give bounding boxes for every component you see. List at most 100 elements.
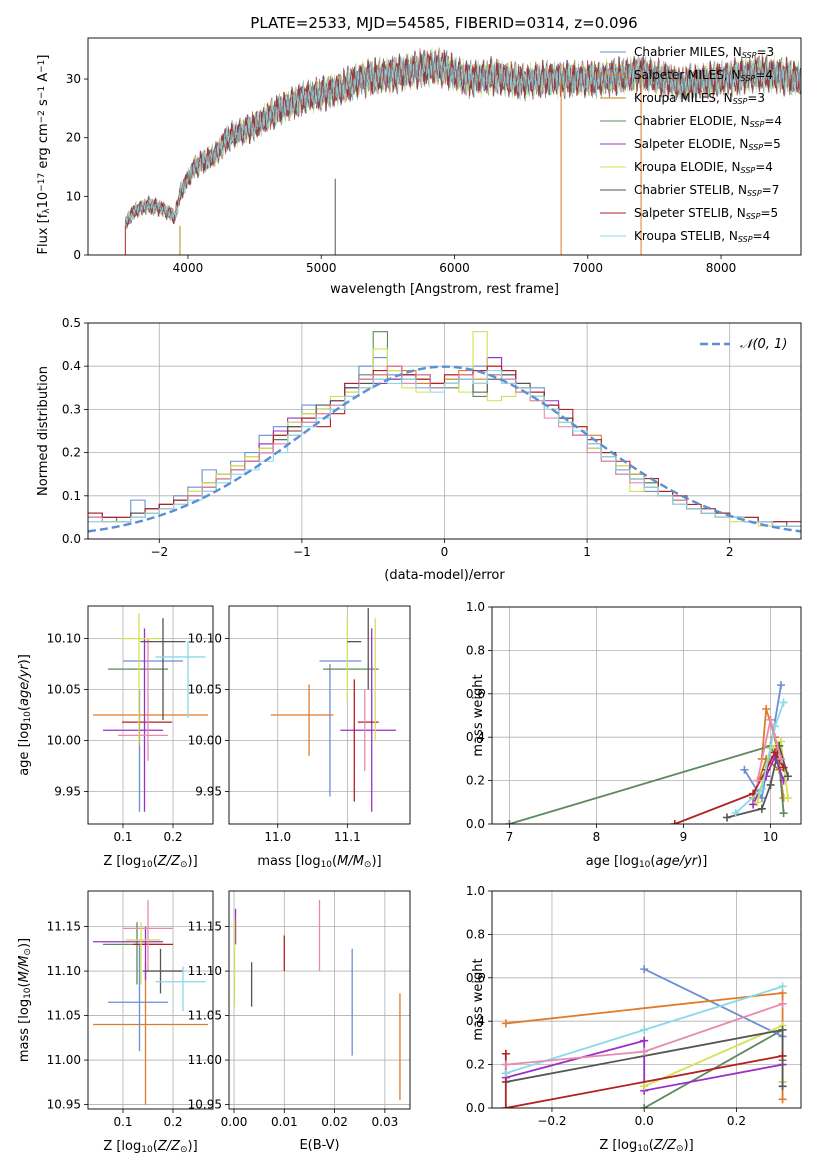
massweight-marker xyxy=(778,1051,787,1060)
x-tick-label: 10 xyxy=(763,830,778,844)
massweight-marker xyxy=(640,1104,649,1108)
massweight-marker xyxy=(779,763,788,772)
massweight-marker xyxy=(783,772,792,781)
x-tick-label: 11.0 xyxy=(264,830,291,844)
y-axis-label: age [log10(age/yr)] xyxy=(17,654,33,776)
plot-area xyxy=(233,899,401,1101)
y-tick-label: 1.0 xyxy=(466,884,485,898)
figure-title: PLATE=2533, MJD=54585, FIBERID=0314, z=0… xyxy=(250,14,637,32)
y-tick-label: 10.10 xyxy=(188,632,222,646)
legend-label: Kroupa MILES, NSSP=3 xyxy=(634,91,765,106)
y-tick-label: 0.4 xyxy=(62,359,81,373)
massweight-marker xyxy=(757,804,766,813)
y-tick-label: 0.3 xyxy=(62,402,81,416)
axes-frame xyxy=(228,890,411,1110)
plot-area xyxy=(88,331,801,533)
x-tick-label: 7000 xyxy=(572,261,603,275)
y-tick-label: 0.2 xyxy=(62,446,81,460)
age-vs-metallicity-panel: 0.1 0.2 9.95 10.00 10.05 10.10 Z [log10(Z/Z⊙)]… xyxy=(17,605,214,870)
x-tick-label: 0.2 xyxy=(163,1115,182,1129)
histogram-step xyxy=(88,369,801,527)
y-tick-label: 0.6 xyxy=(466,687,485,701)
massweight-marker xyxy=(776,754,785,763)
massweight-marker xyxy=(757,785,766,794)
axes-frame xyxy=(491,890,802,1109)
mass-vs-ebv-panel: 0.00 0.01 0.02 0.03 10.95 11.00 11.05 11.10 11.1… xyxy=(188,890,411,1153)
y-tick-label: 9.95 xyxy=(54,784,81,798)
age-vs-mass-panel: 11.0 11.1 9.95 10.00 10.05 10.10 mass [log10(M… xyxy=(188,605,411,870)
x-tick-label: 0.1 xyxy=(113,830,132,844)
x-tick-label: 0.00 xyxy=(221,1115,248,1129)
y-tick-label: 30 xyxy=(66,72,81,86)
y-axis-label: Normed distribution xyxy=(36,366,51,496)
x-tick-label: 0.01 xyxy=(271,1115,298,1129)
residuals-panel: −2 −1 0 1 2 0.0 0.1 0.2 0.3 0.4 0.5 𝒩(0, 1) (data-mo… xyxy=(36,316,802,583)
legend-label: Kroupa ELODIE, NSSP=4 xyxy=(634,160,773,175)
massweight-marker xyxy=(778,1082,787,1091)
x-tick-label: 4000 xyxy=(173,261,204,275)
massweight-marker xyxy=(501,1060,510,1069)
y-tick-label: 10.95 xyxy=(188,1098,222,1112)
x-axis-label: Z [log10(Z/Z⊙)] xyxy=(103,854,197,870)
massweight-series-line xyxy=(505,1039,783,1092)
axes-frame xyxy=(87,890,214,1110)
massweight-marker xyxy=(740,765,749,774)
axes-frame xyxy=(87,37,802,256)
massweight-marker xyxy=(501,1069,510,1078)
y-tick-label: 10 xyxy=(66,189,81,203)
x-tick-label: 0.03 xyxy=(372,1115,399,1129)
massweight-vs-age-panel: 7 8 9 10 0.0 0.2 0.4 0.6 0.8 1.0 age [log10(age/yr… xyxy=(466,600,802,870)
y-tick-label: 10.95 xyxy=(47,1098,81,1112)
massweight-marker xyxy=(505,820,514,824)
normal-curve xyxy=(88,365,801,533)
y-tick-label: 0.0 xyxy=(466,1101,485,1115)
massweight-marker xyxy=(640,965,649,974)
y-tick-label: 0.2 xyxy=(466,1058,485,1072)
x-tick-label: 9 xyxy=(680,830,688,844)
massweight-marker xyxy=(778,1095,787,1104)
y-tick-label: 20 xyxy=(66,131,81,145)
x-tick-label: 0.02 xyxy=(321,1115,348,1129)
x-axis-label: E(B-V) xyxy=(299,1138,339,1153)
x-tick-label: 0.0 xyxy=(635,1114,654,1128)
legend-label: Kroupa STELIB, NSSP=4 xyxy=(634,229,770,244)
massweight-marker xyxy=(640,1036,649,1045)
massweight-marker xyxy=(783,793,792,802)
x-tick-label: −0.2 xyxy=(537,1114,566,1128)
y-tick-label: 0.4 xyxy=(466,730,485,744)
y-axis-label: Flux [fλ10−17 erg cm−2 s−1 A−1] xyxy=(36,55,52,255)
y-axis-label: mass [log10(M/M⊙)] xyxy=(17,938,33,1062)
axes-frame xyxy=(491,606,802,825)
y-axis-label: mass weight xyxy=(471,674,486,756)
y-tick-label: 0.6 xyxy=(466,971,485,985)
spectrum-panel: 4000 5000 6000 7000 8000 0 10 20 30 Chabrier MILE… xyxy=(36,37,802,297)
y-tick-label: 11.00 xyxy=(47,1053,81,1067)
y-tick-label: 0.0 xyxy=(466,817,485,831)
x-tick-label: 8000 xyxy=(706,261,737,275)
massweight-marker xyxy=(501,1104,510,1108)
y-tick-label: 10.00 xyxy=(188,733,222,747)
x-tick-label: 11.1 xyxy=(334,830,361,844)
massweight-marker xyxy=(670,820,679,824)
axes-frame xyxy=(87,322,802,540)
y-tick-label: 0.8 xyxy=(466,927,485,941)
y-tick-label: 0.5 xyxy=(62,316,81,330)
massweight-marker xyxy=(776,681,785,690)
y-tick-label: 0 xyxy=(73,248,81,262)
legend-label: Chabrier MILES, NSSP=3 xyxy=(634,45,774,60)
x-tick-label: 0 xyxy=(441,545,449,559)
massweight-marker xyxy=(753,776,762,785)
x-tick-label: 6000 xyxy=(439,261,470,275)
massweight-marker xyxy=(762,704,771,713)
mass-vs-metallicity-panel: 0.1 0.2 10.95 11.00 11.05 11.10 11.15 Z [log10(… xyxy=(17,890,214,1155)
legend-label: Salpeter ELODIE, NSSP=5 xyxy=(634,137,781,152)
plot-area xyxy=(270,608,397,812)
x-tick-label: −1 xyxy=(293,545,311,559)
plot-area xyxy=(505,681,792,824)
massweight-series-line xyxy=(735,702,785,814)
y-tick-label: 10.10 xyxy=(47,632,81,646)
massweight-marker xyxy=(501,1049,510,1058)
legend-label: Salpeter MILES, NSSP=4 xyxy=(634,68,773,83)
legend-label: 𝒩(0, 1) xyxy=(740,337,787,352)
